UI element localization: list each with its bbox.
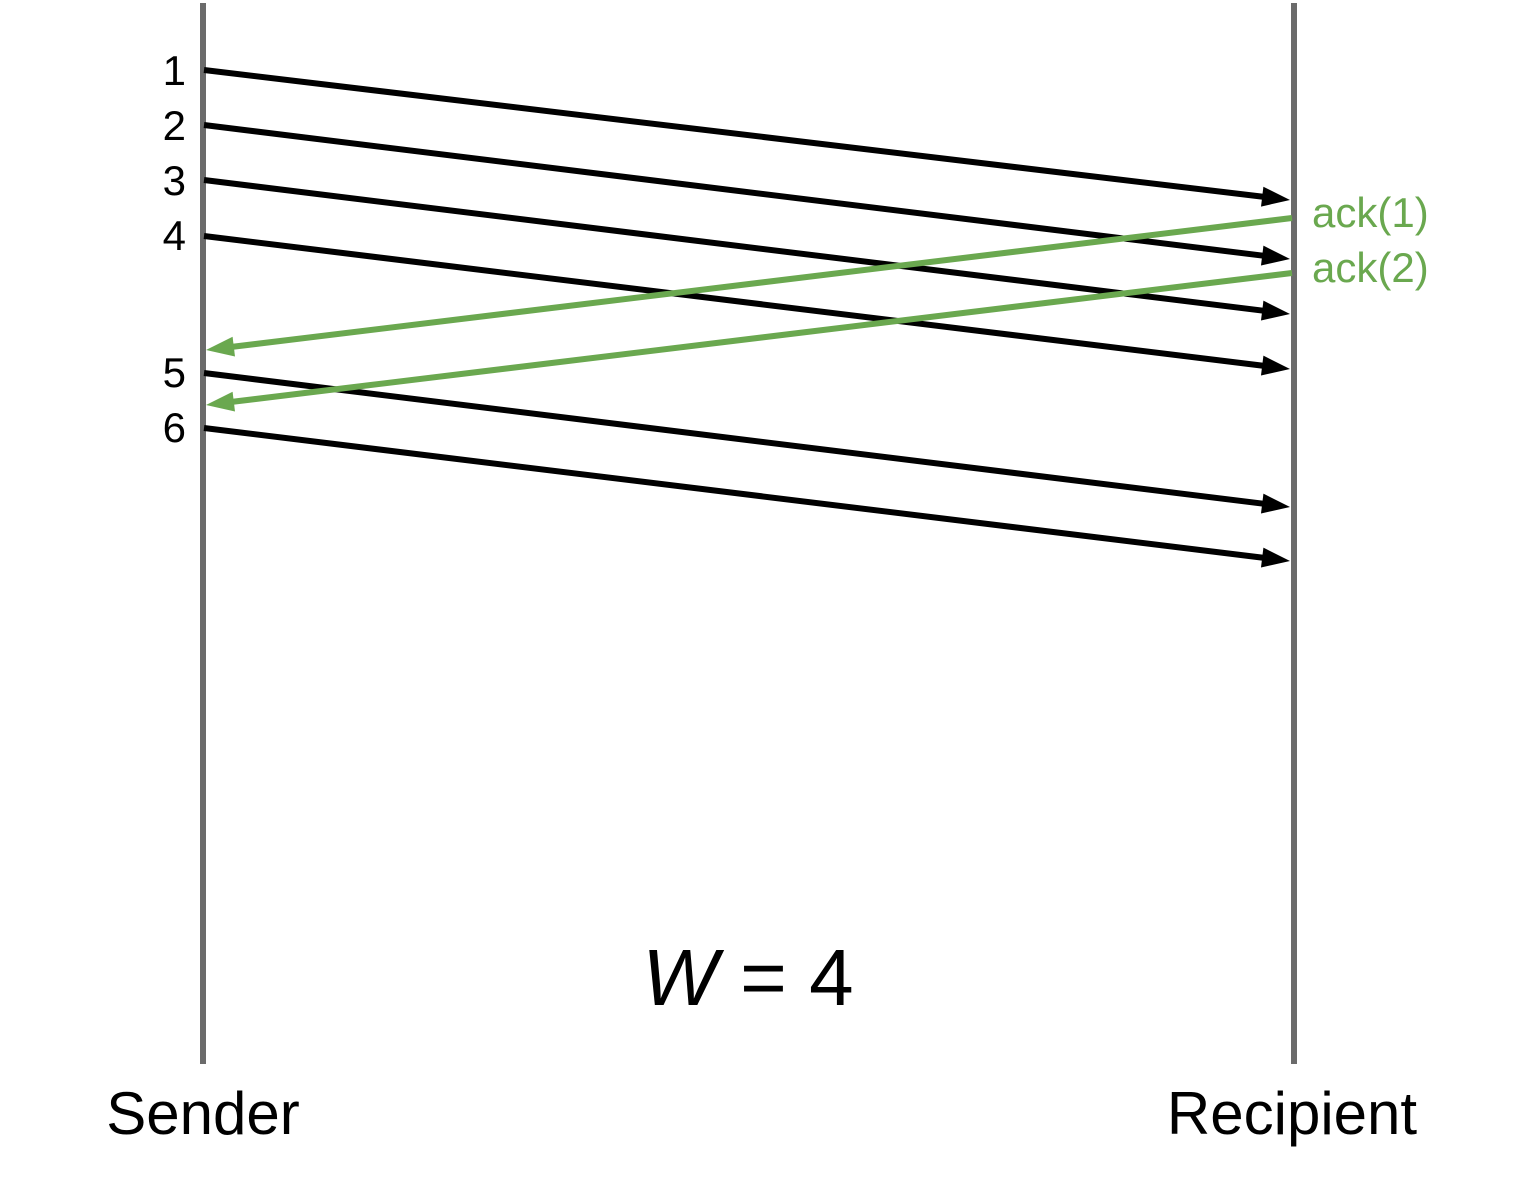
packet-arrow-5-head [1260,493,1290,514]
window-value: = 4 [718,933,854,1022]
packet-arrow-5 [203,370,1290,514]
recipient-label: Recipient [1167,1080,1417,1147]
packet-label-4: 4 [163,212,186,259]
packet-arrow-1 [203,67,1290,207]
window-variable: W [642,933,724,1022]
ack-label-1: ack(1) [1312,189,1429,236]
packet-arrows [203,67,1290,568]
ack-arrow-2-head [206,391,236,412]
packet-arrow-6 [203,425,1290,568]
ack-labels: ack(1) ack(2) [1312,189,1429,291]
ack-arrow-1-head [206,336,236,357]
packet-arrow-3-head [1260,300,1290,321]
packet-label-2: 2 [163,102,186,149]
packet-label-1: 1 [163,47,186,94]
packet-arrow-6-shaft [203,425,1265,561]
packet-arrow-2-head [1260,245,1290,266]
packet-arrow-1-shaft [203,67,1265,200]
ack-arrow-1 [206,215,1293,357]
packet-labels: 1 2 3 4 5 6 [163,47,186,451]
packet-label-3: 3 [163,157,186,204]
window-size-label: W = 4 [642,933,853,1022]
packet-arrow-1-head [1261,186,1290,207]
packet-arrow-3 [203,177,1290,321]
ack-arrows [206,215,1293,412]
packet-arrow-2 [203,122,1290,266]
ack-arrow-2 [206,270,1293,412]
packet-label-5: 5 [163,349,186,396]
ack-arrow-2-shaft [231,270,1293,405]
packet-arrow-5-shaft [203,370,1265,507]
packet-arrow-2-shaft [203,122,1265,259]
ack-arrow-1-shaft [231,215,1293,350]
packet-arrow-4-shaft [203,233,1265,369]
packet-label-6: 6 [163,404,186,451]
sender-label: Sender [106,1080,299,1147]
packet-arrow-6-head [1260,547,1290,568]
packet-arrow-3-shaft [203,177,1265,314]
packet-arrow-4-head [1260,355,1290,376]
packet-arrow-4 [203,233,1290,376]
ack-label-2: ack(2) [1312,244,1429,291]
